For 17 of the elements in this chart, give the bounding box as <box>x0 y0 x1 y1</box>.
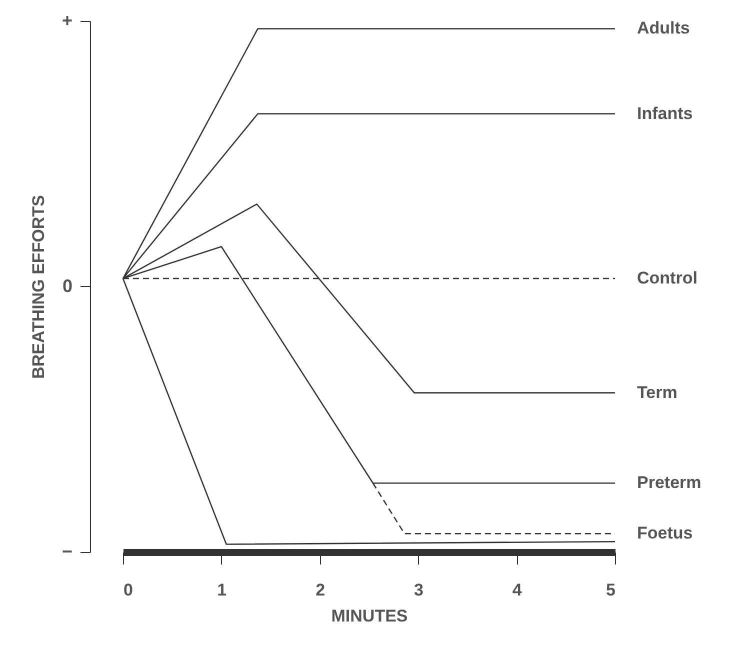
y-axis-title: BREATHING EFFORTS <box>28 195 48 379</box>
x-axis-title: MINUTES <box>331 606 408 626</box>
series-label: Foetus <box>637 524 693 543</box>
x-tick-label: 5 <box>606 580 616 600</box>
series-label: Infants <box>637 104 693 123</box>
text: − <box>62 542 72 562</box>
series-label: Adults <box>637 18 690 38</box>
x-tick-label: 4 <box>512 580 522 600</box>
series-label: Term <box>637 382 678 402</box>
x-tick-label: 2 <box>316 580 326 600</box>
x-tick-label: 3 <box>414 580 424 600</box>
text: + <box>62 10 72 30</box>
x-tick-label: 1 <box>217 580 227 600</box>
text: 0 <box>62 276 72 296</box>
x-tick-label: 0 <box>124 580 133 600</box>
series-label: Control <box>637 268 698 288</box>
series-label: Preterm <box>637 473 702 492</box>
